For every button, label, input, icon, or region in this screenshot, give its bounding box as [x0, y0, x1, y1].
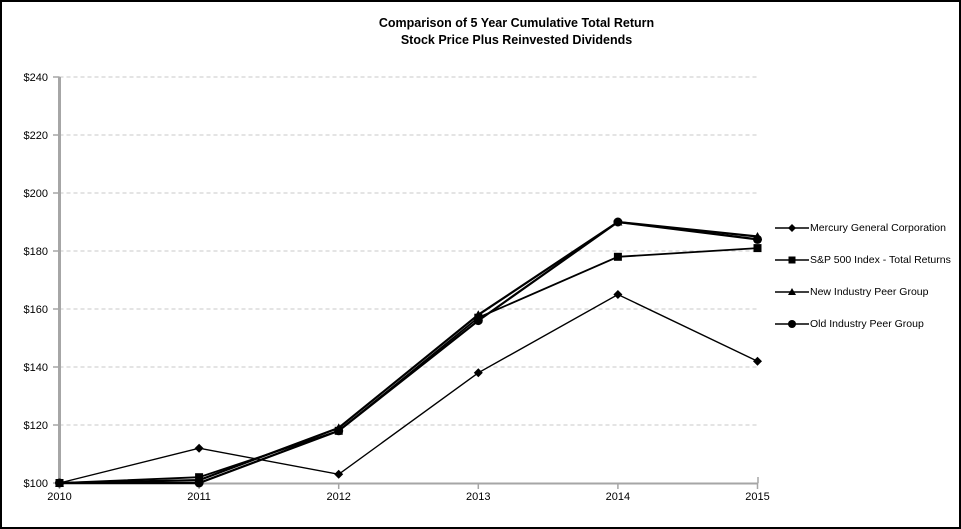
- chart-legend: Mercury General Corporation S&P 500 Inde…: [775, 212, 959, 340]
- svg-text:$100: $100: [24, 478, 48, 490]
- svg-text:2014: 2014: [606, 491, 630, 503]
- legend-label: S&P 500 Index - Total Returns: [810, 254, 951, 266]
- legend-label: New Industry Peer Group: [810, 286, 929, 298]
- svg-text:$140: $140: [24, 362, 48, 374]
- legend-item-sp500: S&P 500 Index - Total Returns: [775, 244, 959, 276]
- svg-text:2012: 2012: [326, 491, 350, 503]
- legend-label: Old Industry Peer Group: [810, 318, 924, 330]
- svg-text:$180: $180: [24, 246, 48, 258]
- square-marker-icon: [775, 256, 809, 264]
- svg-text:$240: $240: [24, 72, 48, 84]
- svg-text:$200: $200: [24, 188, 48, 200]
- chart-title: Comparison of 5 Year Cumulative Total Re…: [2, 15, 959, 48]
- legend-item-new-industry-peer-group: New Industry Peer Group: [775, 276, 959, 308]
- svg-text:$160: $160: [24, 304, 48, 316]
- svg-text:$220: $220: [24, 130, 48, 142]
- svg-text:2011: 2011: [187, 491, 211, 503]
- circle-marker-icon: [775, 320, 809, 328]
- chart-title-line1: Comparison of 5 Year Cumulative Total Re…: [378, 16, 655, 30]
- svg-text:2013: 2013: [466, 491, 490, 503]
- chart-title-line2: Stock Price Plus Reinvested Dividends: [400, 32, 633, 47]
- svg-text:2015: 2015: [745, 491, 769, 503]
- legend-label: Mercury General Corporation: [810, 222, 946, 234]
- diamond-marker-icon: [775, 224, 809, 232]
- svg-text:$120: $120: [24, 420, 48, 432]
- svg-text:2010: 2010: [47, 491, 71, 503]
- legend-item-old-industry-peer-group: Old Industry Peer Group: [775, 308, 959, 340]
- legend-item-mercury-general: Mercury General Corporation: [775, 212, 959, 244]
- triangle-marker-icon: [775, 288, 809, 295]
